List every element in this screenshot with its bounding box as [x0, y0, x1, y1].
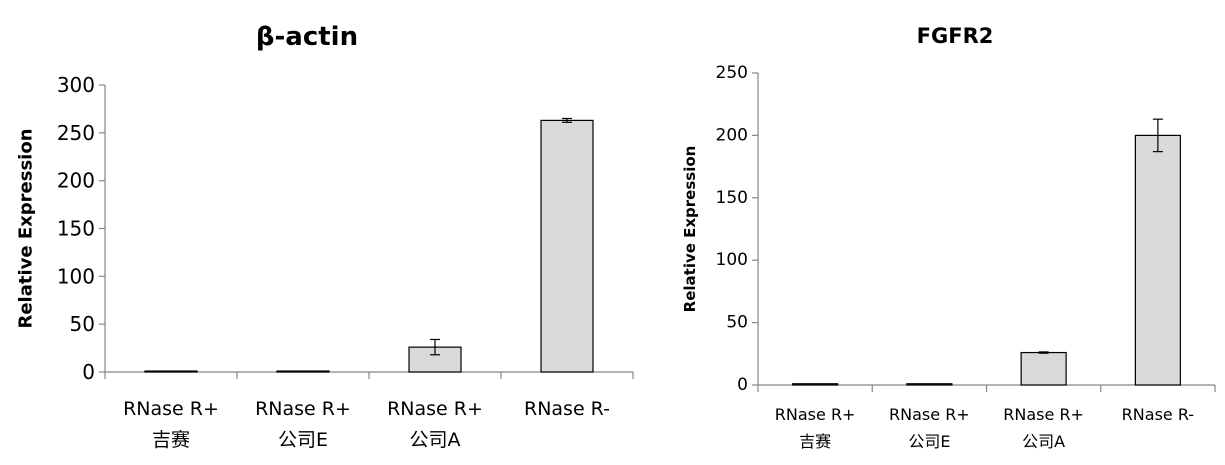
- x-tick-label: 公司E: [278, 429, 328, 451]
- bar: [276, 370, 330, 373]
- x-tick-label: 公司A: [1022, 432, 1065, 451]
- y-tick-label: 100: [57, 264, 95, 288]
- chart-title: β-actin: [256, 22, 358, 52]
- bar: [144, 370, 198, 373]
- y-tick-label: 250: [57, 121, 95, 145]
- y-tick-label: 50: [726, 313, 748, 333]
- x-tick-label: 吉赛: [152, 429, 190, 451]
- y-tick-label: 100: [716, 250, 748, 270]
- y-tick-label: 250: [716, 63, 748, 83]
- chart-beta-actin: β-actin Relative Expression 0 50 100 150 200 25…: [16, 22, 634, 451]
- x-tick-label: RNase R+: [775, 405, 856, 424]
- bar: [540, 119, 594, 373]
- bar: [408, 346, 462, 373]
- y-tick-label: 200: [716, 125, 748, 145]
- x-tick-label: RNase R+: [387, 398, 483, 420]
- y-tick-label: 0: [82, 360, 95, 384]
- chart-title: FGFR2: [917, 24, 994, 48]
- y-tick-label: 150: [57, 217, 95, 241]
- y-axis-label: Relative Expression: [16, 128, 37, 328]
- bar: [792, 383, 839, 386]
- x-tick-label: RNase R-: [1122, 405, 1194, 424]
- x-tick-label: RNase R+: [255, 398, 351, 420]
- y-tick-label: 200: [57, 169, 95, 193]
- y-tick-label: 0: [737, 375, 748, 395]
- x-tick-label: 公司E: [908, 432, 950, 451]
- y-tick-label: 300: [57, 73, 95, 97]
- x-tick-label: RNase R+: [889, 405, 970, 424]
- y-tick-label: 150: [716, 188, 748, 208]
- chart-fgfr2: FGFR2 Relative Expression 0 50 100 150 200 250 R…: [681, 24, 1216, 451]
- bar: [906, 383, 953, 386]
- bar: [1134, 134, 1181, 386]
- y-tick-label: 50: [70, 312, 95, 336]
- y-axis-label: Relative Expression: [681, 146, 699, 313]
- x-tick-label: RNase R-: [524, 398, 610, 420]
- x-tick-label: RNase R+: [123, 398, 219, 420]
- x-tick-label: RNase R+: [1003, 405, 1084, 424]
- bar: [1020, 351, 1067, 386]
- x-tick-label: 吉赛: [799, 432, 831, 451]
- x-tick-label: 公司A: [410, 429, 461, 451]
